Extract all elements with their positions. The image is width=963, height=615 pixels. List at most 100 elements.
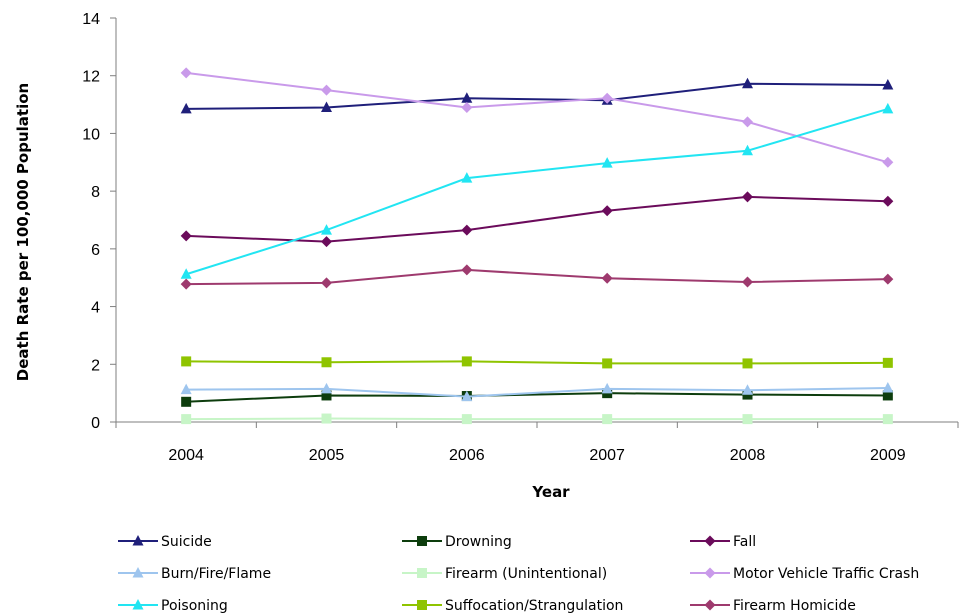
legend: Suicide Drowning Fall Burn/Fire/Flame Firear… <box>118 534 919 614</box>
legend-item-firearm-homicide: Firearm Homicide <box>690 598 856 614</box>
legend-marker <box>417 568 427 578</box>
legend-item-firearm-unintentional: Firearm (Unintentional) <box>402 566 607 582</box>
series-line-suicide <box>186 82 888 110</box>
legend-label: Fall <box>733 534 756 550</box>
legend-marker <box>417 600 427 610</box>
data-point-suffocation-strangulation <box>321 357 332 368</box>
x-tick-label: 2004 <box>168 447 204 464</box>
y-tick-label: 10 <box>82 126 100 143</box>
data-point-suffocation-strangulation <box>602 358 613 369</box>
x-tick-label: 2008 <box>730 447 766 464</box>
series-line-firearm-unintentional <box>186 417 888 421</box>
legend-item-fall: Fall <box>690 534 756 550</box>
data-point-firearm-unintentional <box>321 413 332 424</box>
series-poisoning <box>180 102 894 279</box>
data-point-fall <box>321 236 332 248</box>
y-tick-label: 6 <box>91 242 100 259</box>
data-point-motor-vehicle-traffic-crash <box>461 101 473 113</box>
data-point-firearm-unintentional <box>181 414 192 425</box>
data-point-motor-vehicle-traffic-crash <box>180 67 192 79</box>
legend-marker <box>704 535 716 547</box>
series-line-suffocation-strangulation <box>186 360 888 365</box>
legend-marker <box>132 535 144 546</box>
data-point-suffocation-strangulation <box>461 356 472 367</box>
series-layer <box>180 67 894 425</box>
x-tick-label: 2005 <box>309 447 345 464</box>
legend-marker <box>704 599 716 611</box>
data-point-suffocation-strangulation <box>742 358 753 369</box>
series-suffocation-strangulation <box>181 356 893 369</box>
data-point-motor-vehicle-traffic-crash <box>882 156 894 168</box>
data-point-motor-vehicle-traffic-crash <box>321 84 332 96</box>
legend-label: Motor Vehicle Traffic Crash <box>733 566 919 582</box>
data-point-firearm-homicide <box>321 277 332 289</box>
data-point-poisoning <box>321 224 332 235</box>
legend-marker <box>132 599 144 610</box>
data-point-fall <box>180 230 192 242</box>
y-tick-label: 12 <box>82 69 100 86</box>
data-point-firearm-homicide <box>461 264 473 276</box>
legend-label: Suicide <box>161 534 212 550</box>
y-tick-label: 14 <box>82 11 100 28</box>
data-point-suffocation-strangulation <box>882 357 893 368</box>
y-tick-label: 2 <box>91 357 100 374</box>
data-point-suicide <box>321 101 332 112</box>
data-point-poisoning <box>601 157 613 168</box>
series-burn-fire-flame <box>180 381 894 402</box>
series-line-drowning <box>186 392 888 403</box>
series-line-fall <box>186 195 888 243</box>
legend-item-suffocation-strangulation: Suffocation/Strangulation <box>402 598 623 614</box>
legend-label: Burn/Fire/Flame <box>161 566 271 582</box>
data-point-suicide <box>882 78 894 90</box>
legend-item-motor-vehicle-traffic-crash: Motor Vehicle Traffic Crash <box>690 566 919 582</box>
y-tick-label: 4 <box>91 300 100 317</box>
y-tick-label: 8 <box>91 184 100 201</box>
series-firearm-homicide <box>180 264 894 290</box>
data-point-firearm-unintentional <box>882 414 893 425</box>
data-point-suicide <box>180 102 192 114</box>
data-point-firearm-unintentional <box>742 414 753 425</box>
data-point-poisoning <box>180 268 192 279</box>
data-point-drowning <box>882 390 893 401</box>
legend-marker <box>132 567 144 578</box>
legend-marker <box>417 536 427 546</box>
data-point-firearm-homicide <box>882 273 894 285</box>
axes: 0 2 4 6 8 10 12 14 2004 2005 2006 2007 2008 2009 <box>82 11 959 464</box>
data-point-poisoning <box>882 102 894 114</box>
series-firearm-unintentional <box>181 413 893 425</box>
data-point-firearm-unintentional <box>602 414 613 425</box>
data-point-burn-fire-flame <box>180 383 192 395</box>
data-point-burn-fire-flame <box>882 381 894 393</box>
data-point-drowning <box>181 396 192 407</box>
legend-item-drowning: Drowning <box>402 534 512 550</box>
data-point-fall <box>882 195 894 207</box>
data-point-firearm-homicide <box>601 272 613 284</box>
data-point-burn-fire-flame <box>601 382 613 394</box>
legend-label: Firearm Homicide <box>733 598 856 614</box>
data-point-fall <box>601 205 613 217</box>
data-point-motor-vehicle-traffic-crash <box>742 116 753 128</box>
data-point-fall <box>742 191 753 203</box>
legend-label: Drowning <box>445 534 512 550</box>
legend-label: Firearm (Unintentional) <box>445 566 607 582</box>
data-point-drowning <box>321 390 332 401</box>
data-point-motor-vehicle-traffic-crash <box>601 92 613 104</box>
series-line-firearm-homicide <box>186 268 888 286</box>
data-point-poisoning <box>461 172 473 183</box>
series-line-motor-vehicle-traffic-crash <box>186 71 889 164</box>
legend-marker <box>704 567 716 579</box>
legend-item-burn-fire-flame: Burn/Fire/Flame <box>118 566 271 582</box>
legend-item-suicide: Suicide <box>118 534 212 550</box>
x-axis-title: Year <box>531 483 570 501</box>
data-point-burn-fire-flame <box>742 384 753 395</box>
series-line-burn-fire-flame <box>186 386 888 398</box>
y-tick-label: 0 <box>91 415 100 432</box>
x-tick-label: 2009 <box>870 447 906 464</box>
series-line-poisoning <box>185 107 889 276</box>
data-point-poisoning <box>742 144 753 156</box>
data-point-burn-fire-flame <box>321 382 332 394</box>
data-point-burn-fire-flame <box>461 390 473 402</box>
data-point-fall <box>461 224 473 236</box>
data-point-suicide <box>461 92 473 103</box>
data-point-firearm-homicide <box>180 278 192 290</box>
